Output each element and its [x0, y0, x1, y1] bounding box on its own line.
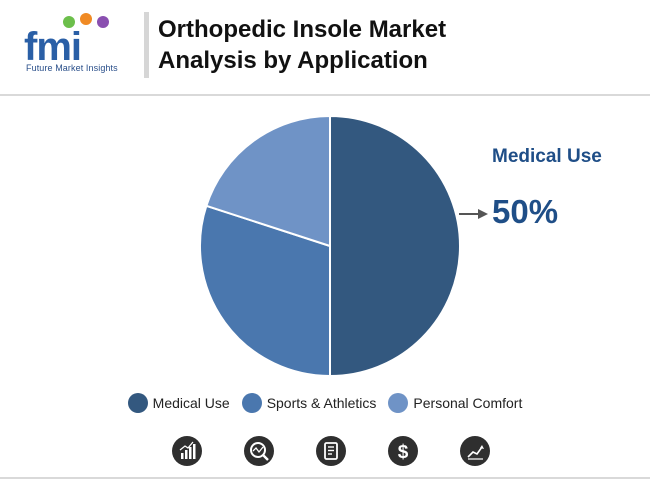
svg-text:fmi: fmi	[24, 25, 81, 69]
footer-icon-row: $	[172, 436, 492, 470]
legend-item-sports-athletics: Sports & Athletics	[241, 393, 377, 413]
header: fmi Future Market Insights Orthopedic In…	[0, 0, 650, 94]
title-line-1: Orthopedic Insole Market	[158, 16, 447, 43]
title-line-2: Analysis by Application	[158, 47, 428, 74]
logo-subtitle: Future Market Insights	[26, 63, 118, 73]
callout-value: 50%	[492, 193, 559, 230]
document-icon	[316, 436, 346, 466]
bar-chart-icon	[172, 436, 202, 466]
legend-label: Personal Comfort	[413, 395, 523, 411]
chart-legend: Medical Use Sports & Athletics Personal …	[0, 390, 650, 416]
legend-swatch	[241, 393, 262, 413]
header-divider	[144, 12, 149, 78]
pie-slice-personal-comfort	[205, 114, 331, 248]
callout-label: Medical Use	[492, 146, 602, 167]
header-rule	[0, 94, 650, 96]
footer-rule	[0, 477, 650, 479]
legend-swatch	[127, 393, 148, 413]
legend-item-personal-comfort: Personal Comfort	[388, 393, 522, 413]
fmi-logo: fmi	[22, 10, 134, 80]
pie-slice-sports-athletics	[199, 204, 331, 378]
magnifier-chart-icon	[244, 436, 274, 466]
svg-text:$: $	[398, 442, 409, 463]
legend-item-medical-use: Medical Use	[127, 393, 230, 413]
pie-chart	[199, 114, 488, 378]
trend-chart-icon	[460, 436, 490, 466]
legend-label: Sports & Athletics	[266, 395, 377, 411]
legend-label: Medical Use	[152, 395, 230, 411]
pie-slice-medical-use	[329, 114, 461, 378]
dollar-icon: $	[388, 436, 418, 466]
legend-swatch	[388, 393, 409, 413]
callout-arrow	[459, 209, 488, 219]
page-title: Orthopedic Insole Market Analysis by App…	[158, 14, 618, 76]
